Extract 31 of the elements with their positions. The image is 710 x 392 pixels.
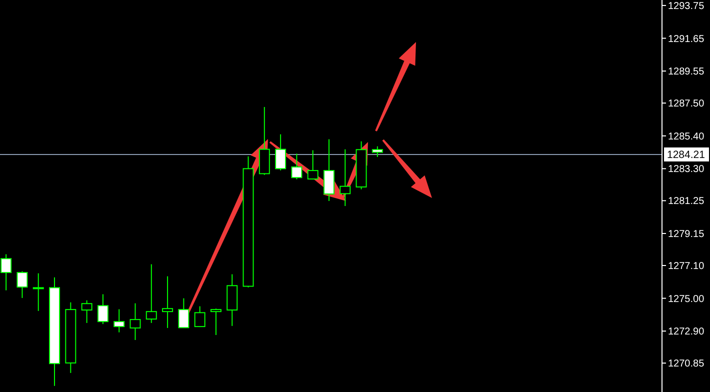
y-tick-label: 1277.10 bbox=[668, 261, 705, 272]
candlestick bbox=[130, 302, 141, 340]
y-tick-label: 1272.90 bbox=[668, 326, 705, 338]
candlestick bbox=[162, 276, 174, 328]
candlestick bbox=[97, 294, 108, 325]
candlestick bbox=[291, 153, 302, 180]
candlestick bbox=[340, 148, 351, 206]
y-tick-label: 1289.55 bbox=[668, 66, 705, 78]
candlestick bbox=[324, 138, 334, 202]
candlestick bbox=[194, 306, 206, 328]
y-tick-label: 1275.00 bbox=[668, 294, 705, 305]
candlestick bbox=[32, 272, 44, 312]
candlestick bbox=[114, 308, 125, 333]
candlestick bbox=[16, 270, 28, 298]
y-tick-label: 1270.85 bbox=[668, 358, 705, 370]
ref-line-label: 1284.21 bbox=[667, 149, 706, 162]
y-tick-label: 1285.40 bbox=[668, 131, 705, 142]
y-tick-label: 1283.30 bbox=[668, 164, 705, 176]
y-tick-label: 1281.25 bbox=[668, 196, 705, 208]
candlestick bbox=[146, 264, 157, 324]
candlestick bbox=[307, 150, 318, 180]
candlestick bbox=[0, 254, 12, 291]
candlestick bbox=[178, 298, 190, 328]
candlestick bbox=[81, 300, 92, 324]
y-tick-label: 1291.65 bbox=[668, 34, 705, 45]
candlestick bbox=[275, 134, 286, 171]
candlestick bbox=[372, 146, 383, 158]
y-tick-label: 1293.75 bbox=[668, 0, 705, 12]
candlestick bbox=[210, 308, 222, 336]
y-tick-label: 1287.50 bbox=[668, 98, 705, 110]
y-tick-label: 1279.15 bbox=[668, 228, 705, 240]
